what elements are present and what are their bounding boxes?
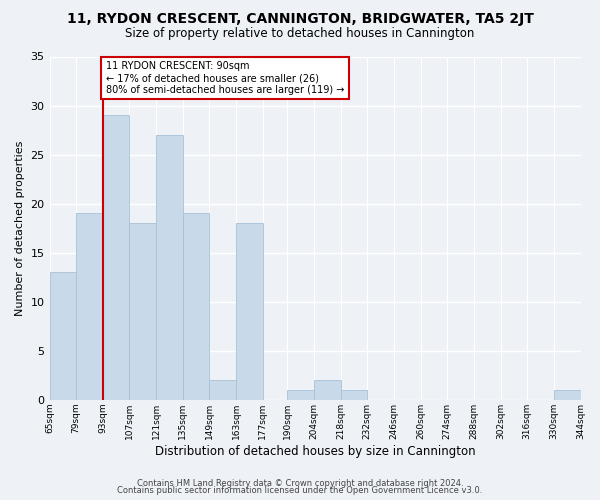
X-axis label: Distribution of detached houses by size in Cannington: Distribution of detached houses by size … — [155, 444, 475, 458]
Bar — [130, 223, 156, 400]
Bar — [183, 214, 209, 400]
Text: Size of property relative to detached houses in Cannington: Size of property relative to detached ho… — [125, 28, 475, 40]
Bar — [209, 380, 236, 400]
Bar — [50, 272, 76, 400]
Text: 11 RYDON CRESCENT: 90sqm
← 17% of detached houses are smaller (26)
80% of semi-d: 11 RYDON CRESCENT: 90sqm ← 17% of detach… — [106, 62, 344, 94]
Text: 11, RYDON CRESCENT, CANNINGTON, BRIDGWATER, TA5 2JT: 11, RYDON CRESCENT, CANNINGTON, BRIDGWAT… — [67, 12, 533, 26]
Bar — [236, 223, 263, 400]
Text: Contains HM Land Registry data © Crown copyright and database right 2024.: Contains HM Land Registry data © Crown c… — [137, 478, 463, 488]
Bar — [156, 135, 183, 400]
Bar — [314, 380, 341, 400]
Bar — [341, 390, 367, 400]
Bar — [103, 116, 130, 400]
Bar — [76, 214, 103, 400]
Y-axis label: Number of detached properties: Number of detached properties — [15, 140, 25, 316]
Bar — [554, 390, 581, 400]
Text: Contains public sector information licensed under the Open Government Licence v3: Contains public sector information licen… — [118, 486, 482, 495]
Bar — [287, 390, 314, 400]
